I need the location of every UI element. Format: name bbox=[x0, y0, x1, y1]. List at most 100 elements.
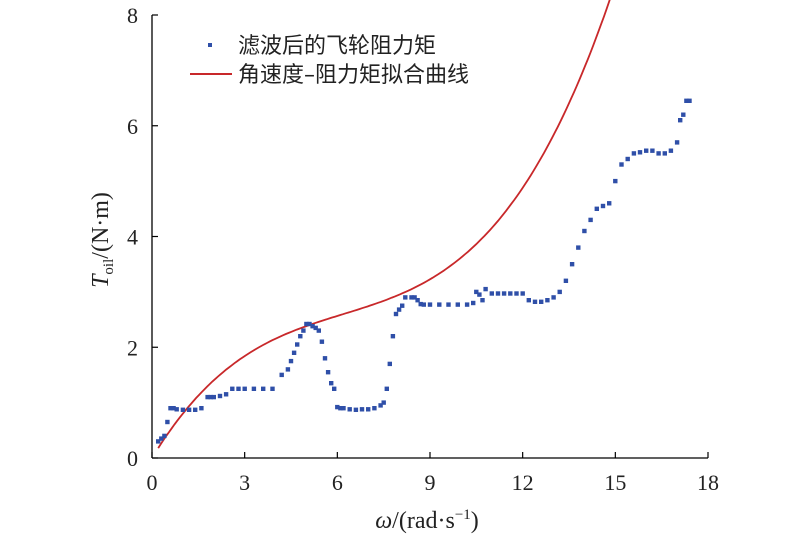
scatter-point bbox=[298, 334, 303, 339]
scatter-point bbox=[359, 407, 365, 412]
scatter-point bbox=[223, 392, 229, 397]
scatter-point bbox=[455, 302, 460, 307]
scatter-point bbox=[329, 381, 334, 386]
scatter-point bbox=[171, 406, 176, 411]
scatter-point bbox=[532, 299, 538, 304]
x-tick-label: 18 bbox=[697, 470, 719, 495]
scatter-point bbox=[165, 419, 170, 425]
scatter-point bbox=[446, 302, 451, 307]
scatter-point bbox=[427, 302, 433, 307]
scatter-point bbox=[156, 439, 161, 444]
scatter-point bbox=[594, 206, 599, 211]
x-tick-label: 15 bbox=[604, 470, 626, 495]
fit-curve-line bbox=[157, 0, 611, 449]
scatter-point bbox=[477, 292, 482, 297]
y-axis-label-main: T bbox=[88, 273, 114, 288]
scatter-point bbox=[508, 291, 513, 296]
scatter-point bbox=[421, 302, 426, 307]
scatter-point bbox=[242, 386, 247, 391]
scatter-point bbox=[644, 148, 649, 153]
scatter-point bbox=[625, 156, 630, 162]
scatter-point bbox=[403, 295, 408, 300]
scatter-point bbox=[526, 298, 531, 303]
scatter-point bbox=[211, 394, 216, 400]
scatter-point bbox=[378, 403, 383, 408]
scatter-point bbox=[514, 291, 519, 296]
scatter-point bbox=[557, 289, 562, 295]
scatter-point bbox=[551, 295, 556, 300]
scatter-point bbox=[205, 394, 210, 400]
scatter-point bbox=[520, 291, 525, 296]
scatter-point bbox=[279, 372, 284, 378]
scatter-point bbox=[162, 433, 167, 439]
scatter-point bbox=[412, 295, 417, 300]
ticks: 0 3 6 9 12 15 18 0 2 4 6 8 bbox=[127, 3, 719, 495]
scatter-point bbox=[291, 350, 297, 355]
scatter-point bbox=[409, 295, 414, 300]
scatter-point bbox=[489, 291, 494, 296]
scatter-point bbox=[545, 298, 550, 303]
scatter-point bbox=[168, 406, 173, 411]
scatter-point bbox=[384, 386, 389, 391]
scatter-point bbox=[437, 302, 442, 307]
scatter-point bbox=[236, 386, 241, 391]
scatter-point bbox=[588, 217, 593, 223]
y-tick-label: 8 bbox=[127, 3, 138, 28]
legend-scatter-label: 滤波后的飞轮阻力矩 bbox=[238, 34, 436, 59]
scatter-point bbox=[668, 148, 674, 153]
y-axis-label: Toil/(N·m) bbox=[88, 192, 117, 288]
scatter-point bbox=[381, 400, 386, 405]
marks bbox=[156, 0, 692, 449]
scatter-point bbox=[261, 386, 266, 391]
scatter-point bbox=[230, 386, 235, 391]
scatter-point bbox=[307, 321, 312, 327]
legend-line-label: 角速度–阻力矩拟合曲线 bbox=[238, 63, 469, 88]
scatter-point bbox=[174, 407, 179, 412]
scatter-point bbox=[186, 407, 192, 412]
scatter-point bbox=[304, 321, 309, 327]
scatter-point bbox=[607, 201, 612, 206]
x-tick-label: 0 bbox=[147, 470, 158, 495]
x-axis-label-sup: −1 bbox=[455, 507, 471, 523]
scatter-point bbox=[347, 407, 352, 412]
scatter-point bbox=[656, 151, 661, 156]
scatter-point bbox=[681, 112, 686, 117]
x-tick-label: 6 bbox=[332, 470, 343, 495]
scatter-point bbox=[539, 299, 544, 304]
scatter-point bbox=[464, 302, 470, 307]
scatter-point bbox=[313, 325, 318, 331]
legend-scatter-marker bbox=[208, 43, 212, 47]
scatter-point bbox=[674, 140, 680, 145]
scatter-point bbox=[619, 162, 624, 167]
scatter-point bbox=[322, 356, 328, 361]
scatter-point bbox=[393, 311, 399, 317]
scatter-point bbox=[251, 386, 257, 391]
scatter-point bbox=[613, 178, 618, 184]
scatter-point bbox=[208, 394, 213, 400]
x-axis-label: ω/(rad·s−1) bbox=[375, 507, 479, 534]
scatter-point bbox=[285, 367, 291, 372]
y-tick-label: 4 bbox=[127, 225, 138, 250]
x-tick-label: 12 bbox=[512, 470, 534, 495]
scatter-point bbox=[418, 301, 423, 307]
scatter-point bbox=[631, 151, 637, 156]
scatter-point bbox=[390, 334, 396, 339]
scatter-point bbox=[650, 148, 655, 153]
scatter-point bbox=[400, 303, 405, 308]
scatter-point bbox=[193, 407, 198, 412]
scatter-point bbox=[310, 324, 315, 329]
scatter-point bbox=[483, 286, 488, 292]
x-axis-label-suffix: /(rad·s bbox=[392, 508, 455, 534]
scatter-point bbox=[180, 407, 186, 412]
scatter-point bbox=[396, 307, 402, 312]
scatter-point bbox=[159, 436, 164, 441]
scatter-point bbox=[569, 262, 575, 267]
scatter-point bbox=[338, 406, 343, 411]
scatter-point bbox=[353, 407, 359, 412]
scatter-point bbox=[325, 370, 331, 375]
scatter-point bbox=[474, 289, 479, 295]
scatter-point bbox=[316, 328, 321, 333]
scatter-point bbox=[480, 298, 485, 303]
scatter-point bbox=[471, 300, 476, 306]
scatter-point bbox=[684, 98, 689, 103]
